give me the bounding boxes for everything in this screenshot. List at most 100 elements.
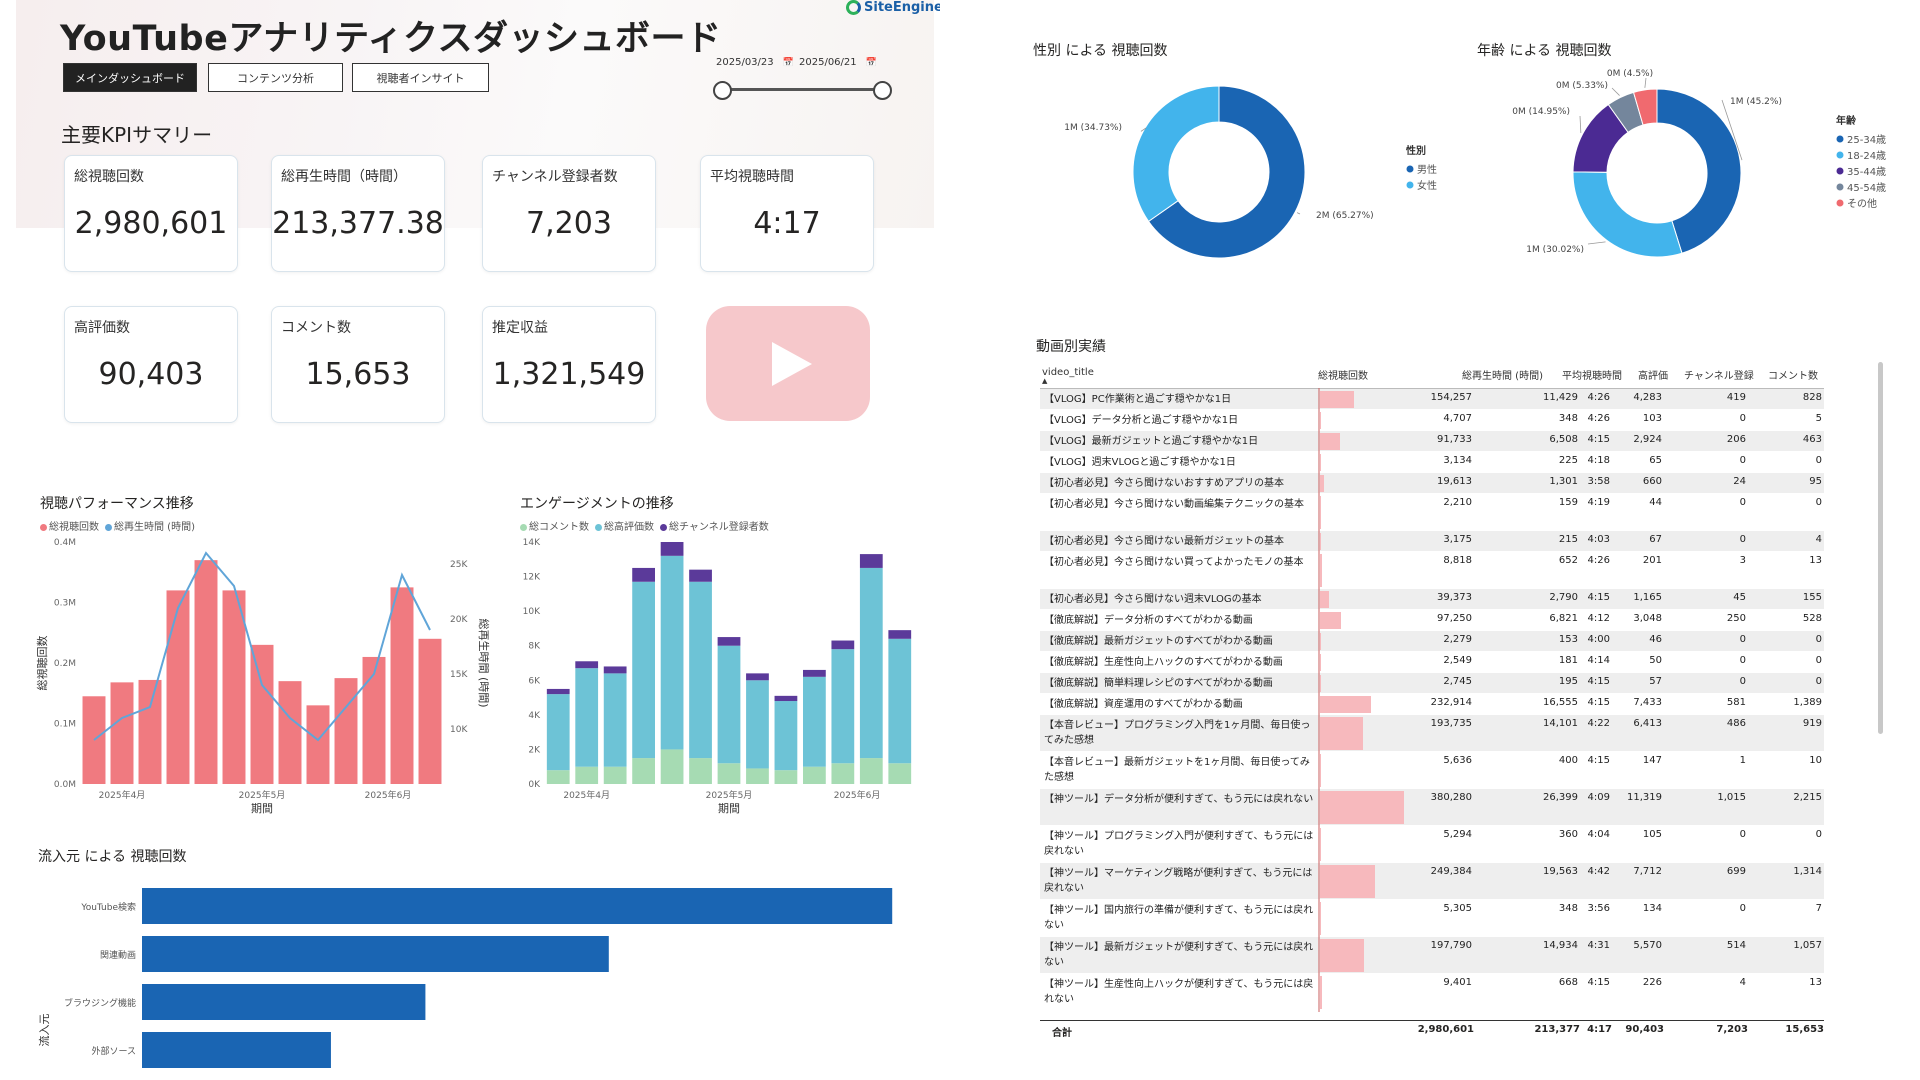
stacked-bar-segment[interactable] bbox=[831, 649, 855, 764]
column-header-views[interactable]: 総視聴回数 bbox=[1318, 371, 1368, 382]
stacked-bar-segment[interactable] bbox=[603, 766, 627, 784]
stacked-bar-segment[interactable] bbox=[803, 766, 826, 784]
bar-total-views[interactable] bbox=[250, 644, 274, 784]
stacked-bar-segment[interactable] bbox=[546, 770, 570, 784]
stacked-bar-segment[interactable] bbox=[831, 640, 855, 650]
bar-total-views[interactable] bbox=[278, 681, 302, 784]
stacked-bar-segment[interactable] bbox=[632, 758, 655, 784]
legend-item[interactable]: 総視聴回数 bbox=[40, 518, 99, 533]
stacked-bar-segment[interactable] bbox=[603, 673, 627, 767]
table-row[interactable]: 【初心者必見】今さら聞けない最新ガジェットの基本 3,175 215 4:03 67 0 4 bbox=[1040, 531, 1824, 552]
stacked-bar-segment[interactable] bbox=[888, 763, 912, 784]
date-start-field[interactable]: 2025/03/23 📅 bbox=[716, 57, 794, 68]
table-scrollbar[interactable] bbox=[1878, 362, 1883, 734]
data-label-leader[interactable] bbox=[1721, 99, 1743, 161]
legend-item[interactable]: 総高評価数 bbox=[595, 518, 654, 533]
traffic-source-bar[interactable] bbox=[142, 1032, 331, 1068]
legend-dot[interactable] bbox=[1406, 181, 1414, 189]
nav-button-audience-insight[interactable]: 視聴者インサイト bbox=[352, 63, 489, 92]
table-row[interactable]: 【神ツール】最新ガジェットが便利すぎて、もう元には戻れない 197,790 14,9… bbox=[1040, 937, 1824, 974]
bar-total-views[interactable] bbox=[194, 560, 218, 784]
legend-item[interactable]: 総再生時間 (時間) bbox=[105, 518, 195, 533]
data-label-leader[interactable] bbox=[1644, 77, 1647, 88]
table-row[interactable]: 【初心者必見】今さら聞けないおすすめアプリの基本 19,613 1,301 3:58 6… bbox=[1040, 473, 1824, 494]
table-body[interactable]: 【VLOG】PC作業術と過ごす穏やかな1日 154,257 11,429 4:26 4,… bbox=[1040, 388, 1824, 1012]
table-row[interactable]: 【初心者必見】今さら聞けない動画編集テクニックの基本 2,210 159 4:19 44… bbox=[1040, 494, 1824, 531]
calendar-icon[interactable]: 📅 bbox=[859, 58, 877, 68]
table-row[interactable]: 【神ツール】マーケティング戦略が便利すぎて、もう元には戻れない 249,384 19… bbox=[1040, 863, 1824, 900]
stacked-bar-segment[interactable] bbox=[774, 701, 798, 771]
bar-total-views[interactable] bbox=[166, 590, 190, 784]
column-header-comments[interactable]: コメント数 bbox=[1768, 371, 1818, 382]
stacked-bar-segment[interactable] bbox=[803, 676, 826, 767]
table-row[interactable]: 【本音レビュー】最新ガジェットを1ヶ月間、毎日使ってみた感想 5,636 400 4:… bbox=[1040, 752, 1824, 789]
table-row[interactable]: 【VLOG】PC作業術と過ごす穏やかな1日 154,257 11,429 4:26 4,… bbox=[1040, 389, 1824, 410]
nav-button-main-dashboard[interactable]: メインダッシュボード bbox=[63, 63, 197, 92]
column-header-title[interactable]: video_title bbox=[1042, 367, 1094, 378]
table-row[interactable]: 【VLOG】週末VLOGと過ごす穏やかな1日 3,134 225 4:18 65 0 0 bbox=[1040, 452, 1824, 473]
stacked-bar-segment[interactable] bbox=[859, 554, 883, 568]
stacked-bar-segment[interactable] bbox=[774, 770, 798, 784]
bar-total-views[interactable] bbox=[222, 590, 246, 784]
performance-chart[interactable]: 0.0M 0.1M 0.2M 0.3M 0.4M 10K 15K 20K 25K 2025年4月 2… bbox=[34, 528, 490, 824]
table-row[interactable]: 【神ツール】プログラミング入門が便利すぎて、もう元には戻れない 5,294 360 4… bbox=[1040, 826, 1824, 863]
traffic-source-bar[interactable] bbox=[142, 936, 609, 972]
stacked-bar-segment[interactable] bbox=[546, 688, 570, 695]
legend-item[interactable]: 総チャンネル登録者数 bbox=[660, 518, 769, 533]
legend-dot[interactable] bbox=[1836, 135, 1844, 143]
donut-slice[interactable] bbox=[1147, 85, 1306, 259]
table-row[interactable]: 【徹底解説】データ分析のすべてがわかる動画 97,250 6,821 4:12 3,04… bbox=[1040, 610, 1824, 631]
legend-item[interactable]: 総コメント数 bbox=[520, 518, 589, 533]
legend-dot[interactable] bbox=[1836, 199, 1844, 207]
bar-total-views[interactable] bbox=[334, 678, 358, 784]
date-end-field[interactable]: 2025/06/21 📅 bbox=[799, 57, 877, 68]
date-range-slider-start-handle[interactable] bbox=[713, 81, 732, 100]
stacked-bar-segment[interactable] bbox=[575, 668, 599, 767]
table-row[interactable]: 【初心者必見】今さら聞けない買ってよかったモノの基本 8,818 652 4:26 20… bbox=[1040, 552, 1824, 589]
table-row[interactable]: 【神ツール】データ分析が便利すぎて、もう元には戻れない 380,280 26,399… bbox=[1040, 789, 1824, 826]
data-label-leader[interactable] bbox=[1579, 115, 1582, 134]
traffic-source-bar[interactable] bbox=[142, 888, 893, 924]
column-header-subscribers[interactable]: チャンネル登録 bbox=[1684, 371, 1754, 382]
bar-total-views[interactable] bbox=[390, 587, 414, 784]
date-range-slider-end-handle[interactable] bbox=[873, 81, 892, 100]
nav-button-content-analysis[interactable]: コンテンツ分析 bbox=[208, 63, 343, 92]
legend-dot[interactable] bbox=[1406, 165, 1414, 173]
stacked-bar-segment[interactable] bbox=[632, 581, 655, 759]
stacked-bar-segment[interactable] bbox=[689, 581, 712, 759]
data-label-leader[interactable] bbox=[1587, 241, 1606, 245]
bar-total-views[interactable] bbox=[82, 696, 106, 784]
line-watch-hours[interactable] bbox=[93, 551, 431, 742]
table-row[interactable]: 【神ツール】国内旅行の準備が便利すぎて、もう元には戻れない 5,305 348 3:5… bbox=[1040, 900, 1824, 937]
stacked-bar-segment[interactable] bbox=[831, 763, 855, 784]
donut-slice[interactable] bbox=[1132, 85, 1220, 223]
table-row[interactable]: 【本音レビュー】プログラミング入門を1ヶ月間、毎日使ってみた感想 193,735 1… bbox=[1040, 715, 1824, 752]
bar-total-views[interactable] bbox=[306, 705, 330, 784]
stacked-bar-segment[interactable] bbox=[689, 758, 712, 784]
stacked-bar-segment[interactable] bbox=[717, 637, 741, 646]
stacked-bar-segment[interactable] bbox=[660, 542, 684, 556]
bar-total-views[interactable] bbox=[138, 679, 162, 784]
legend-dot[interactable] bbox=[1836, 183, 1844, 191]
stacked-bar-segment[interactable] bbox=[717, 763, 741, 784]
table-row[interactable]: 【徹底解説】最新ガジェットのすべてがわかる動画 2,279 153 4:00 46 0 0 bbox=[1040, 631, 1824, 652]
stacked-bar-segment[interactable] bbox=[774, 695, 798, 702]
engagement-chart[interactable]: 0K 2K 4K 6K 8K 10K 12K 14K 2025年4月 2025年5月 2025年6月… bbox=[514, 528, 918, 824]
column-header-avg-duration[interactable]: 平均視聴時間 bbox=[1562, 371, 1622, 382]
stacked-bar-segment[interactable] bbox=[546, 694, 570, 771]
stacked-bar-segment[interactable] bbox=[859, 758, 883, 784]
bar-total-views[interactable] bbox=[418, 638, 442, 784]
stacked-bar-segment[interactable] bbox=[803, 669, 826, 677]
stacked-bar-segment[interactable] bbox=[632, 567, 655, 582]
stacked-bar-segment[interactable] bbox=[746, 680, 769, 769]
stacked-bar-segment[interactable] bbox=[575, 766, 599, 784]
stacked-bar-segment[interactable] bbox=[717, 645, 741, 764]
stacked-bar-segment[interactable] bbox=[888, 630, 912, 639]
column-header-likes[interactable]: 高評価 bbox=[1638, 371, 1668, 382]
traffic-source-bar[interactable] bbox=[142, 984, 426, 1020]
stacked-bar-segment[interactable] bbox=[660, 749, 684, 784]
data-label-leader[interactable] bbox=[1140, 127, 1147, 132]
stacked-bar-segment[interactable] bbox=[746, 673, 769, 681]
